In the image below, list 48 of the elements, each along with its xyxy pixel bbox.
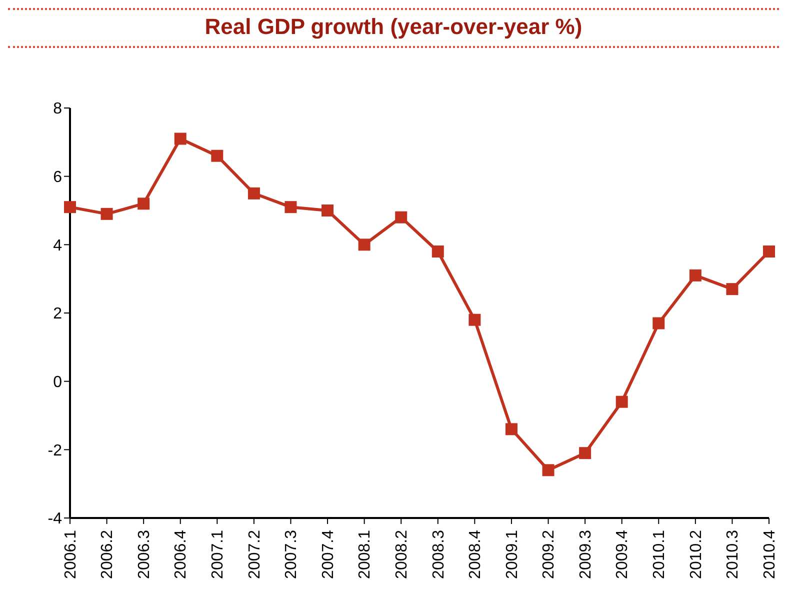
point [652, 317, 665, 330]
x-tick-label: 2009.4 [614, 530, 632, 579]
point [100, 208, 113, 220]
y-tick-label: -2 [48, 442, 62, 460]
point [542, 464, 554, 476]
y-tick-label: 4 [53, 237, 62, 254]
x-tick-label: 2006.1 [62, 530, 80, 579]
x-tick-label: 2008.1 [356, 530, 374, 579]
point [174, 132, 186, 145]
y-tick-label: -4 [48, 510, 62, 528]
x-tick-label: 2007.4 [320, 530, 337, 579]
x-tick-label: 2007.2 [246, 530, 264, 579]
point [505, 423, 518, 436]
point [432, 246, 444, 258]
point [763, 246, 775, 258]
point [322, 204, 334, 216]
x-tick-label: 2009.1 [504, 530, 521, 579]
x-tick-label: 2009.3 [577, 530, 594, 579]
point [211, 150, 224, 162]
x-tick-label: 2010.4 [761, 530, 778, 579]
x-tick-label: 2010.2 [688, 530, 705, 579]
point [138, 198, 150, 210]
y-tick-label: 0 [53, 374, 62, 392]
point [64, 201, 76, 214]
x-tick-label: 2006.3 [136, 530, 153, 579]
x-tick-label: 2008.3 [430, 530, 448, 579]
x-tick-label: 2007.3 [283, 530, 300, 579]
point [726, 283, 738, 296]
point [579, 447, 592, 460]
point [395, 211, 408, 224]
point [284, 201, 297, 214]
y-tick-label: 8 [53, 100, 62, 118]
x-tick-label: 2006.2 [99, 530, 116, 579]
x-tick-label: 2007.1 [210, 530, 227, 579]
chart-title: Real GDP growth (year-over-year %) [204, 13, 584, 41]
x-tick-label: 2009.2 [540, 530, 558, 579]
x-tick-label: 2006.4 [172, 530, 190, 579]
x-tick-label: 2008.2 [393, 530, 410, 579]
point [616, 396, 628, 408]
point [689, 269, 702, 282]
x-tick-label: 2010.3 [724, 530, 742, 579]
point [248, 187, 260, 200]
y-tick-label: 6 [53, 169, 62, 186]
point [358, 238, 370, 251]
x-tick-label: 2010.1 [650, 530, 668, 579]
point [468, 314, 481, 326]
x-tick-label: 2008.4 [467, 530, 484, 579]
y-tick-label: 2 [53, 306, 62, 323]
